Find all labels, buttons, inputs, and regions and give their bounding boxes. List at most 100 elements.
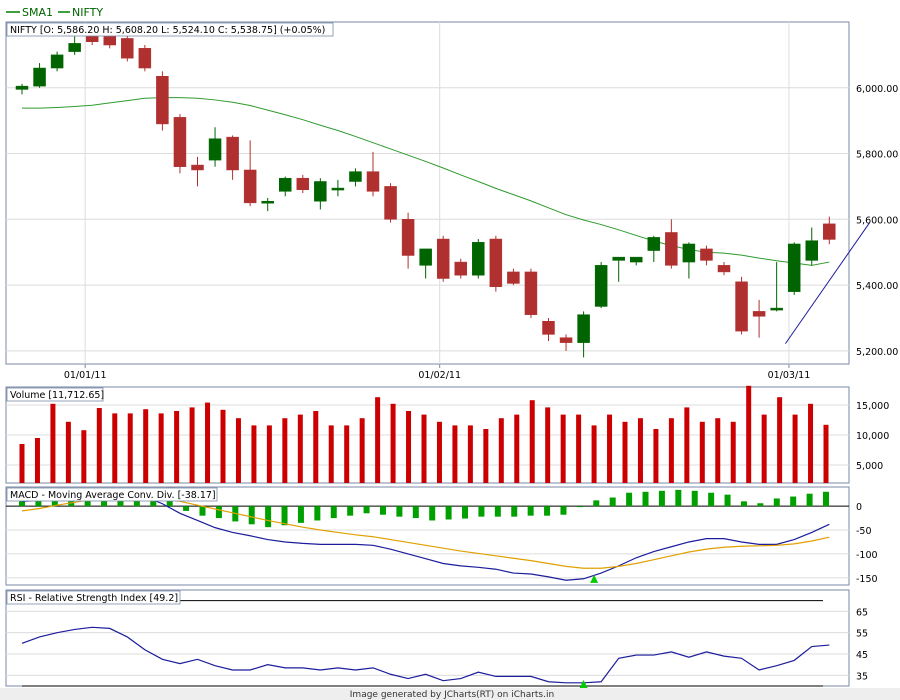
volume-bar bbox=[81, 430, 87, 483]
macd-y-tick-label: -100 bbox=[856, 550, 878, 561]
price-grid bbox=[6, 22, 849, 364]
volume-bar bbox=[576, 414, 582, 483]
volume-y-tick-label: 15,000 bbox=[856, 401, 889, 412]
volume-bar bbox=[637, 418, 643, 483]
macd-histogram-bar bbox=[199, 506, 206, 516]
candle-body-up bbox=[612, 256, 625, 261]
price-x-axis: 01/01/11 01/02/11 01/03/11 bbox=[64, 364, 810, 381]
price-y-tick-label: 5,800.00 bbox=[856, 150, 898, 161]
volume-bar bbox=[112, 413, 118, 483]
candle bbox=[577, 311, 590, 358]
candle bbox=[823, 216, 836, 245]
macd-histogram-bar bbox=[412, 506, 419, 519]
footer-bar bbox=[0, 688, 900, 700]
volume-bar bbox=[746, 385, 752, 483]
volume-bar bbox=[266, 425, 272, 483]
volume-bar bbox=[715, 418, 721, 483]
candle bbox=[349, 168, 362, 187]
price-panel: 01/01/11 01/02/11 01/03/11 6,000.00 5,800.0… bbox=[5, 21, 898, 381]
price-y-tick-label: 5,200.00 bbox=[856, 347, 898, 358]
macd-histogram-bar bbox=[445, 506, 452, 520]
legend-label-sma1: SMA1 bbox=[22, 6, 53, 19]
candle bbox=[156, 71, 169, 131]
volume-bar bbox=[730, 421, 736, 483]
price-panel-frame bbox=[5, 21, 850, 365]
volume-bar bbox=[483, 429, 489, 483]
macd-y-tick-label: -50 bbox=[856, 526, 872, 537]
volume-bar bbox=[498, 418, 504, 483]
macd-histogram-bar bbox=[248, 506, 255, 525]
candle-body-down bbox=[191, 164, 204, 171]
candle-body-up bbox=[331, 187, 345, 191]
candle-body-down bbox=[507, 271, 520, 284]
macd-y-tick-label: 0 bbox=[856, 502, 862, 513]
volume-bar bbox=[297, 414, 303, 483]
candle-body-up bbox=[594, 265, 608, 307]
volume-bar bbox=[545, 407, 551, 483]
macd-y-axis: 0 -50 -100 -150 bbox=[856, 502, 878, 585]
macd-histogram-bar bbox=[511, 506, 518, 517]
volume-title-box bbox=[6, 387, 104, 402]
candle bbox=[559, 334, 573, 351]
candle-body-up bbox=[805, 240, 818, 261]
footer-credit: Image generated by JCharts(RT) on iChart… bbox=[350, 690, 554, 700]
candle bbox=[612, 256, 625, 282]
macd-histogram-bar bbox=[265, 506, 272, 528]
rsi-y-tick-label: 35 bbox=[856, 671, 868, 682]
volume-bar bbox=[19, 444, 25, 483]
candle-body-down bbox=[735, 281, 748, 332]
volume-bar bbox=[823, 424, 829, 483]
volume-bar bbox=[653, 429, 659, 483]
candle bbox=[787, 242, 801, 295]
price-y-axis: 6,000.00 5,800.00 5,600.00 5,400.00 5,200.00 bbox=[856, 84, 898, 358]
macd-histogram-bar bbox=[494, 506, 501, 517]
price-y-tick-label: 5,600.00 bbox=[856, 215, 898, 226]
volume-bar bbox=[761, 414, 767, 483]
macd-histogram-bar bbox=[658, 490, 665, 507]
macd-histogram-bar bbox=[297, 506, 304, 523]
candle-body-down bbox=[559, 337, 573, 343]
volume-bar bbox=[96, 408, 102, 483]
macd-histogram-bar bbox=[363, 506, 370, 514]
volume-bar bbox=[529, 400, 535, 483]
candle bbox=[208, 127, 222, 167]
volume-bar bbox=[560, 414, 566, 483]
candle-body-down bbox=[173, 117, 187, 167]
volume-y-tick-label: 5,000 bbox=[856, 461, 883, 472]
volume-bar bbox=[699, 421, 705, 483]
candle-body-up bbox=[33, 67, 46, 87]
candle bbox=[665, 219, 678, 269]
rsi-title-box bbox=[6, 590, 181, 605]
rsi-y-tick-label: 45 bbox=[856, 650, 868, 661]
price-x-tick-label: 01/03/11 bbox=[768, 370, 811, 381]
candle bbox=[542, 317, 555, 341]
candle bbox=[50, 51, 64, 72]
candle-body-up bbox=[682, 243, 696, 263]
candle bbox=[68, 35, 81, 55]
volume-bar bbox=[359, 418, 365, 483]
candle bbox=[261, 197, 274, 212]
macd-histogram-bar bbox=[215, 506, 222, 519]
candle-body-down bbox=[489, 238, 503, 287]
macd-histogram-bar bbox=[642, 491, 649, 507]
macd-histogram-bar bbox=[806, 493, 813, 507]
buy-signal-marker bbox=[590, 574, 599, 583]
macd-histogram-bar bbox=[281, 506, 288, 526]
macd-histogram-bar bbox=[773, 498, 780, 507]
volume-bar bbox=[251, 425, 257, 483]
macd-histogram-bar bbox=[462, 506, 469, 519]
candle-body-up bbox=[279, 177, 292, 192]
candle-body-up bbox=[68, 43, 81, 52]
volume-y-tick-label: 10,000 bbox=[856, 431, 889, 442]
macd-histogram-bar bbox=[166, 500, 173, 507]
candle-body-up bbox=[261, 200, 274, 204]
volume-bar bbox=[421, 414, 427, 483]
candle bbox=[138, 45, 152, 72]
macd-histogram-bar bbox=[576, 506, 583, 508]
candle bbox=[647, 235, 661, 263]
macd-title-box bbox=[6, 487, 218, 502]
rsi-panel-title: RSI - Relative Strength Index [49.2] bbox=[10, 593, 178, 604]
macd-histogram-bar bbox=[609, 497, 616, 507]
candle-body-down bbox=[436, 238, 450, 279]
candle bbox=[472, 239, 485, 279]
